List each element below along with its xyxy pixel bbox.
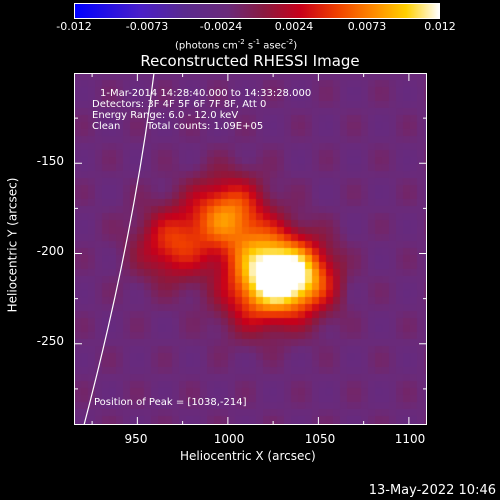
annotation-counts: Total counts: 1.09E+05 (147, 121, 264, 132)
colorbar-tick: -0.012 (56, 20, 92, 33)
heatmap-image (74, 73, 427, 425)
x-tick-label: 1050 (304, 432, 336, 446)
annotation-detectors: Detectors: 3F 4F 5F 6F 7F 8F, Att 0 (92, 99, 267, 110)
y-axis-label: Heliocentric Y (arcsec) (5, 177, 20, 313)
annotation-clean: Clean (92, 121, 121, 132)
x-tick-label: 1100 (394, 432, 426, 446)
x-axis-label: Heliocentric X (arcsec) (180, 449, 316, 463)
colorbar-units: (photons cm-2 s-1 asec-2) (175, 38, 298, 52)
plot-frame (74, 73, 427, 425)
colorbar (74, 3, 440, 19)
chart-title: Reconstructed RHESSI Image (140, 52, 360, 70)
y-tick-label: -200 (36, 244, 64, 258)
annotation-peak: Position of Peak = [1038,-214] (94, 397, 247, 408)
colorbar-tick: 0.0073 (347, 20, 387, 33)
colorbar-tick: -0.0073 (125, 20, 169, 33)
y-tick-label: -250 (36, 334, 64, 348)
x-tick-label: 1000 (213, 432, 245, 446)
solar-limb-line (83, 73, 155, 425)
y-tick-label: -150 (36, 154, 64, 168)
colorbar-tick: -0.0024 (199, 20, 243, 33)
colorbar-tick: 0.012 (424, 20, 456, 33)
annotation-time: 1-Mar-2014 14:28:40.000 to 14:33:28.000 (100, 88, 312, 99)
x-tick-label: 950 (124, 432, 148, 446)
annotation-energy: Energy Range: 6.0 - 12.0 keV (92, 110, 239, 121)
colorbar-tick: 0.0024 (274, 20, 314, 33)
timestamp: 13-May-2022 10:46 (368, 483, 496, 498)
